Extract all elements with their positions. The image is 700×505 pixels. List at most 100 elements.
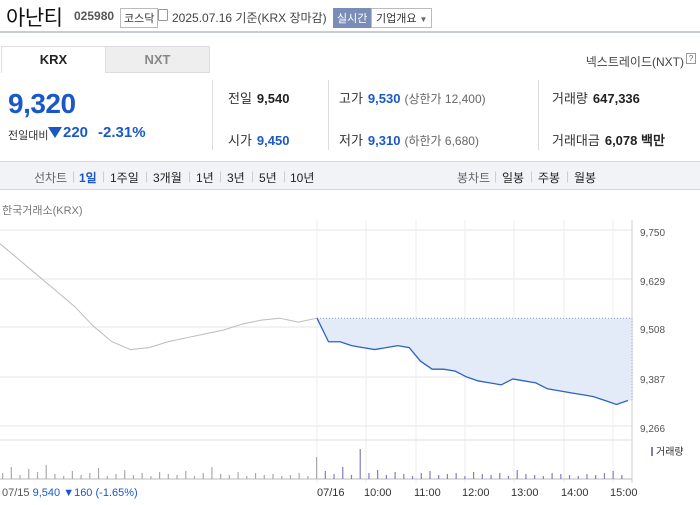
- volume-bar: [525, 474, 527, 479]
- x-tick-label: 14:00: [561, 487, 589, 499]
- volume-bar: [464, 476, 466, 479]
- volume-bar: [220, 474, 222, 479]
- volume-bar: [490, 475, 492, 479]
- volume-bar: [603, 473, 606, 479]
- y-tick-label: 9,629: [640, 277, 666, 288]
- volume-bar: [97, 468, 100, 479]
- candle-daily[interactable]: 일봉: [502, 171, 525, 185]
- volume-bar: [281, 476, 283, 479]
- volume-bar: [211, 467, 213, 479]
- period-3y[interactable]: 3년: [227, 171, 245, 185]
- stat-prev: 전일 9,540: [228, 91, 290, 106]
- volume-bar: [167, 474, 169, 479]
- calendar-icon: [158, 9, 168, 21]
- volume-bar: [420, 473, 422, 479]
- volume-bar: [263, 475, 265, 479]
- volume-bar: [36, 472, 39, 479]
- header-divider: [0, 31, 700, 33]
- volume-bar: [228, 475, 230, 479]
- x-tick-label: 12:00: [462, 487, 490, 499]
- stock-name: 아난티: [6, 7, 63, 30]
- volume-bar: [185, 471, 187, 479]
- help-icon[interactable]: ?: [686, 53, 696, 64]
- volume-bar: [507, 476, 510, 479]
- stat-high: 고가 9,530 (상한가 12,400): [339, 91, 486, 106]
- volume-bar: [534, 475, 536, 479]
- volume-bar: [71, 471, 73, 479]
- volume-bar: [54, 474, 56, 479]
- volume-bar: [237, 472, 239, 479]
- volume-bar: [411, 476, 414, 479]
- volume-bar: [141, 473, 143, 479]
- change-percent: -2.31%: [98, 124, 146, 141]
- period-3m[interactable]: 3개월: [153, 171, 182, 185]
- tab-nxt[interactable]: NXT: [105, 46, 210, 73]
- y-tick-label: 9,387: [640, 375, 666, 386]
- volume-bar: [193, 476, 196, 479]
- company-info-button[interactable]: 기업개요 ▼: [371, 8, 433, 28]
- period-5y[interactable]: 5년: [259, 171, 277, 185]
- tab-krx[interactable]: KRX: [1, 46, 106, 73]
- stat-volume: 거래량 647,336: [552, 91, 640, 106]
- chart-period-bar: 선차트 | 1일 | 1주일 | 3개월 | 1년 | 3년 | 5년 | 10…: [0, 161, 700, 190]
- column-divider: [538, 80, 539, 150]
- period-10y[interactable]: 10년: [290, 171, 315, 185]
- volume-bar: [132, 475, 135, 479]
- volume-bar: [516, 470, 518, 479]
- volume-bar: [394, 472, 396, 479]
- stock-code: 025980: [74, 9, 115, 23]
- candle-monthly[interactable]: 월봉: [574, 171, 597, 185]
- volume-bar: [438, 475, 440, 479]
- price-chart[interactable]: [0, 215, 700, 483]
- volume-bar: [595, 475, 597, 479]
- candle-weekly[interactable]: 주봉: [538, 171, 561, 185]
- x-tick-label: 07/16: [317, 487, 345, 499]
- y-tick-label: 9,266: [640, 424, 666, 435]
- period-1d[interactable]: 1일: [79, 171, 97, 185]
- volume-bar: [473, 472, 475, 479]
- tab-divider: [106, 72, 210, 73]
- line-chart-label: 선차트: [34, 171, 68, 185]
- volume-bar: [577, 476, 579, 479]
- volume-bar: [586, 474, 588, 479]
- today-line: [316, 317, 629, 406]
- period-1w[interactable]: 1주일: [110, 171, 139, 185]
- market-badge: 코스닥: [120, 8, 159, 28]
- x-tick-label: 11:00: [414, 487, 441, 499]
- volume-bar: [307, 476, 309, 479]
- stat-low: 저가 9,310 (하한가 6,680): [339, 133, 479, 148]
- volume-bar: [333, 474, 335, 479]
- x-tick-label: 13:00: [511, 487, 539, 499]
- x-tick-label: 15:00: [610, 487, 638, 499]
- volume-bar: [45, 465, 47, 479]
- column-divider: [212, 80, 213, 150]
- prev-day-line: [0, 243, 318, 351]
- volume-bar: [542, 476, 544, 479]
- volume-bar: [324, 471, 326, 479]
- volume-bar: [621, 475, 623, 479]
- volume-bar: [10, 467, 12, 479]
- chart-source: 한국거래소(KRX): [2, 205, 83, 217]
- change-value: 220: [63, 124, 89, 141]
- volume-bar: [612, 471, 614, 479]
- realtime-badge[interactable]: 실시간: [333, 8, 372, 28]
- period-1y[interactable]: 1년: [196, 171, 214, 185]
- volume-bar: [403, 474, 405, 479]
- volume-bar: [377, 470, 379, 479]
- candle-chart-label: 봉차트: [457, 171, 491, 185]
- volume-bar: [2, 473, 4, 479]
- y-tick-label: 9,750: [640, 228, 666, 239]
- volume-bar: [28, 469, 30, 479]
- column-divider: [328, 80, 329, 150]
- volume-bar: [429, 471, 431, 479]
- volume-bar: [159, 472, 161, 479]
- today-area: [317, 318, 632, 405]
- volume-bar: [446, 474, 449, 479]
- volume-bar: [272, 474, 274, 479]
- volume-bar: [298, 473, 300, 479]
- chevron-down-icon: ▼: [419, 15, 428, 24]
- nextrade-link[interactable]: 넥스트레이드(NXT): [585, 55, 684, 69]
- volume-bar: [455, 473, 457, 479]
- volume-bar: [481, 474, 483, 479]
- volume-bar: [106, 476, 108, 479]
